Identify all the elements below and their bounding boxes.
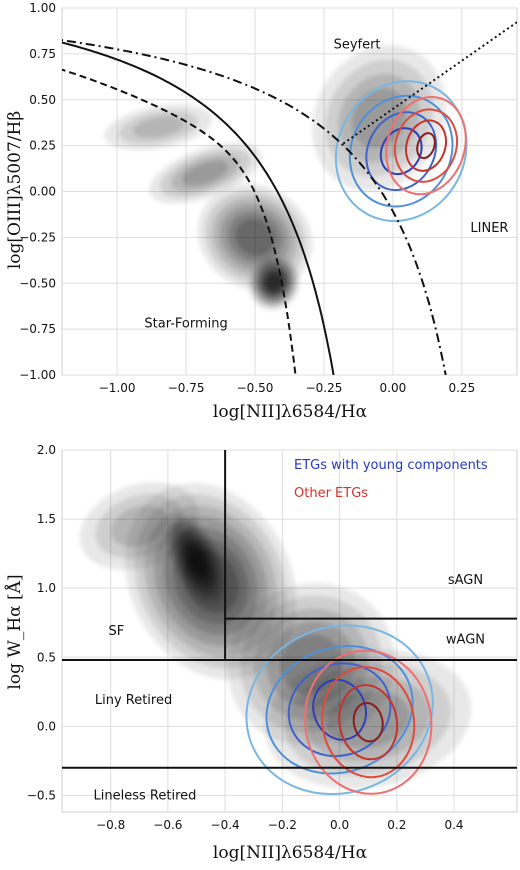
other-etg-contour: [352, 701, 384, 743]
young-etg-contour: [245, 624, 434, 796]
y-tick-label: −0.5: [27, 788, 56, 802]
demarcation-solid: [62, 41, 335, 375]
region-label: wAGN: [446, 632, 485, 647]
density-contour: [235, 219, 275, 256]
other-etg-contour: [416, 132, 436, 160]
demarcation-dotted: [342, 20, 517, 145]
legend-entry-other: Other ETGs: [294, 486, 368, 501]
bpt-y-axis-label: log[OIII]λ5007/Hβ: [5, 111, 25, 269]
bpt-x-axis-label: log[NII]λ6584/Hα: [213, 402, 368, 422]
whan-x-axis-label: log[NII]λ6584/Hα: [213, 843, 368, 863]
y-tick-label: 0.00: [29, 185, 56, 199]
other-etg-contour: [394, 108, 458, 183]
other-etg-contour: [321, 666, 416, 779]
density-contour: [326, 690, 411, 748]
y-tick-label: 2.0: [37, 443, 56, 457]
bpt-etg-contours: [334, 80, 468, 222]
other-etg-contour: [385, 96, 467, 196]
region-label: Liny Retired: [95, 693, 172, 708]
x-tick-label: −0.25: [306, 381, 343, 395]
bpt-demarcation-lines: [62, 20, 517, 375]
y-tick-label: 1.5: [37, 512, 56, 526]
density-contour: [132, 116, 185, 139]
x-tick-label: 0.25: [448, 381, 475, 395]
whan-panel: −0.8 −0.6 −0.4 −0.2 0.0 0.2 0.4 −0.5 0.0 0.5 1.0 1.…: [4, 443, 518, 863]
legend-entry-young: ETGs with young components: [294, 458, 488, 473]
y-tick-label: 0.0: [37, 719, 56, 733]
other-etg-contour: [303, 649, 433, 795]
y-tick-label: 0.25: [29, 139, 56, 153]
x-tick-label: −0.50: [237, 381, 274, 395]
y-tick-label: −0.25: [19, 230, 56, 244]
x-tick-label: 0.0: [330, 818, 349, 832]
region-label: Lineless Retired: [94, 789, 197, 804]
bpt-tick-labels: −1.00 −0.75 −0.50 −0.25 0.00 0.25 −1.00 −0.75 −0…: [19, 1, 475, 395]
other-etg-contour: [404, 119, 448, 172]
x-tick-label: −1.00: [99, 381, 136, 395]
x-tick-label: 0.00: [380, 381, 407, 395]
x-tick-label: −0.6: [153, 818, 182, 832]
bpt-region-labels: Seyfert LINER Star-Forming: [144, 37, 508, 331]
region-label: Seyfert: [334, 37, 381, 52]
y-tick-label: 0.50: [29, 93, 56, 107]
y-tick-label: 1.00: [29, 1, 56, 15]
whan-region-labels: sAGN wAGN SF Liny Retired Lineless Retired: [94, 573, 485, 804]
density-contour: [182, 160, 229, 186]
bpt-panel: −1.00 −0.75 −0.50 −0.25 0.00 0.25 −1.00 −0.75 −0…: [5, 1, 518, 422]
y-tick-label: −0.75: [19, 322, 56, 336]
x-tick-label: 0.2: [387, 818, 406, 832]
whan-etg-contours: [245, 624, 434, 796]
density-contour: [111, 505, 168, 547]
young-etg-contour: [348, 94, 454, 208]
whan-density-contours: [79, 482, 472, 790]
legend: ETGs with young components Other ETGs: [294, 458, 488, 501]
demarcation-dash-dot: [62, 39, 447, 375]
whan-divider-lines: [62, 450, 517, 769]
region-label: SF: [109, 624, 125, 639]
x-tick-label: 0.4: [444, 818, 463, 832]
x-tick-label: −0.2: [268, 818, 297, 832]
x-tick-label: −0.75: [168, 381, 205, 395]
y-tick-label: 0.75: [29, 47, 56, 61]
x-tick-label: −0.4: [211, 818, 240, 832]
y-tick-label: −0.50: [19, 276, 56, 290]
demarcation-dashed: [62, 68, 297, 375]
x-tick-label: −0.8: [96, 818, 125, 832]
region-label: LINER: [470, 221, 508, 236]
whan-y-axis-label: log W_Hα [Å]: [4, 574, 25, 689]
y-tick-label: 1.0: [37, 581, 56, 595]
region-label: Star-Forming: [144, 316, 227, 331]
y-tick-label: 0.5: [37, 650, 56, 664]
young-etg-contour: [334, 80, 468, 222]
young-etg-contour: [312, 678, 367, 741]
region-label: sAGN: [448, 573, 483, 588]
other-etg-contour: [338, 684, 399, 761]
y-tick-label: −1.00: [19, 368, 56, 382]
young-etg-contour: [365, 111, 438, 192]
whan-tick-labels: −0.8 −0.6 −0.4 −0.2 0.0 0.2 0.4 −0.5 0.0 0.5 1.0 1.…: [27, 443, 464, 832]
